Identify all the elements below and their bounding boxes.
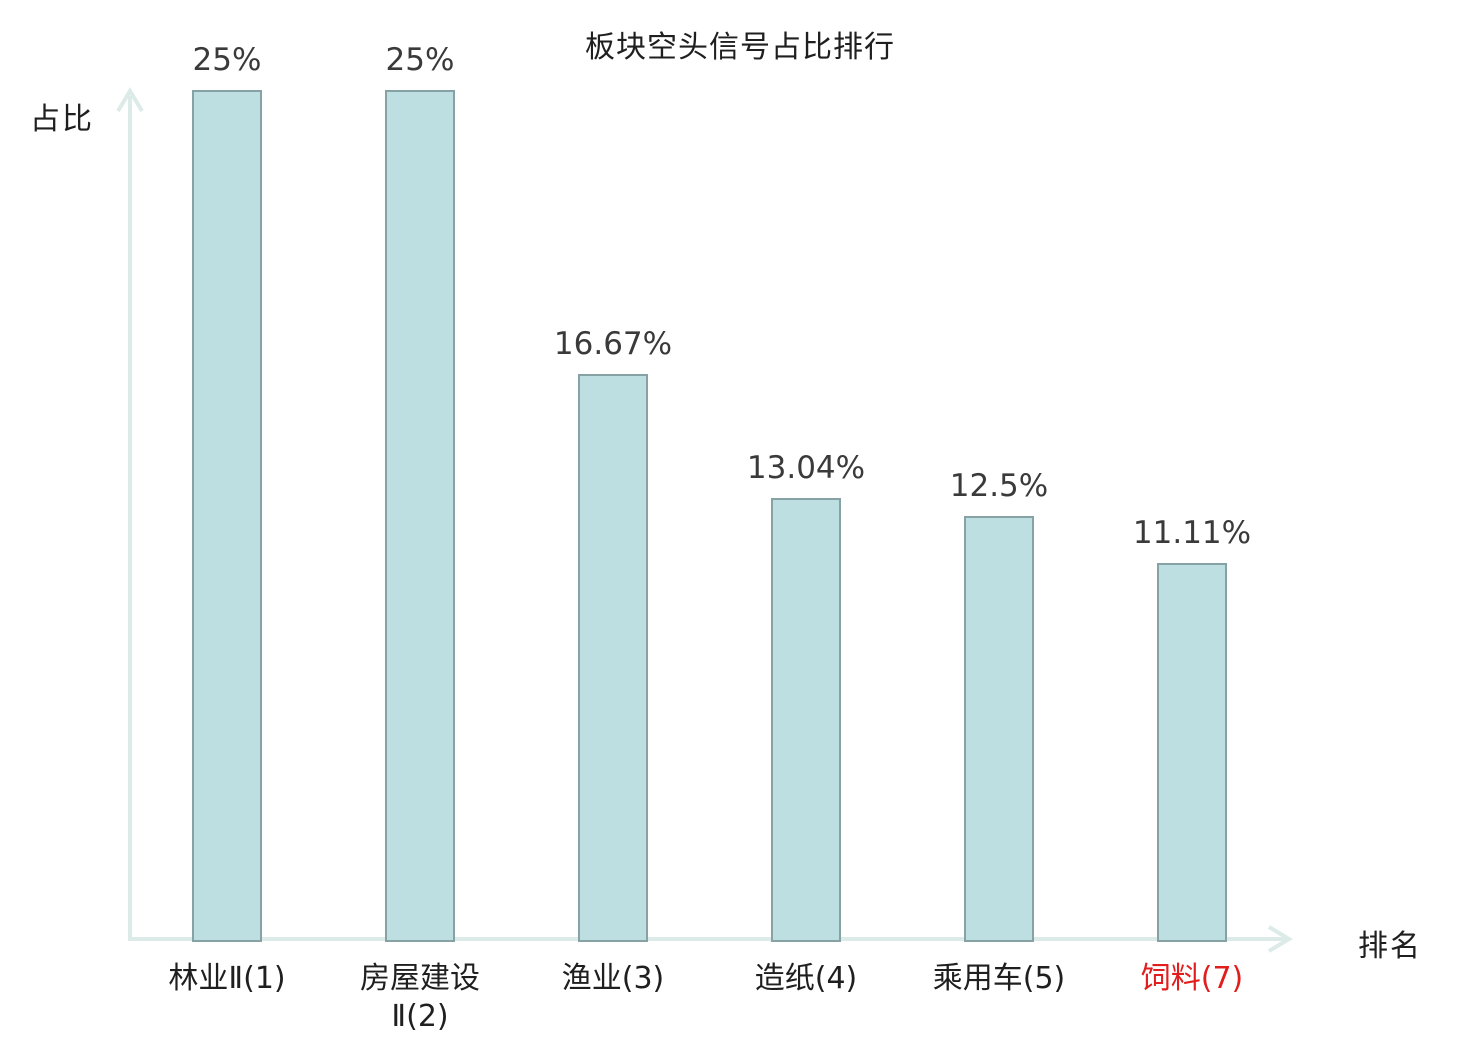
- bar-category-label: 房屋建设Ⅱ(2): [360, 961, 480, 1034]
- x-axis-label: 排名: [1358, 929, 1422, 964]
- bar-value-label: 16.67%: [553, 326, 673, 362]
- chart-title: 板块空头信号占比排行: [585, 30, 895, 65]
- bar: [964, 516, 1034, 942]
- bar-value-label: 25%: [385, 42, 455, 78]
- bar: [578, 374, 648, 942]
- bar-value-label: 11.11%: [1132, 515, 1252, 551]
- bar: [192, 90, 262, 942]
- bar: [771, 498, 841, 942]
- bar-value-label: 12.5%: [949, 468, 1049, 504]
- y-axis-arrow-icon: [116, 87, 144, 113]
- bar: [1157, 563, 1227, 942]
- x-axis-arrow-icon: [1267, 925, 1293, 953]
- bar-category-label: 渔业(3): [561, 961, 665, 996]
- y-axis-label: 占比: [30, 102, 94, 137]
- bar-category-label: 林业Ⅱ(1): [168, 961, 286, 996]
- bar-category-label: 造纸(4): [754, 961, 858, 996]
- bar-category-label: 饲料(7): [1140, 961, 1244, 996]
- bar-category-label: 乘用车(5): [932, 961, 1066, 996]
- bar: [385, 90, 455, 942]
- bar-value-label: 25%: [192, 42, 262, 78]
- bar-value-label: 13.04%: [746, 450, 866, 486]
